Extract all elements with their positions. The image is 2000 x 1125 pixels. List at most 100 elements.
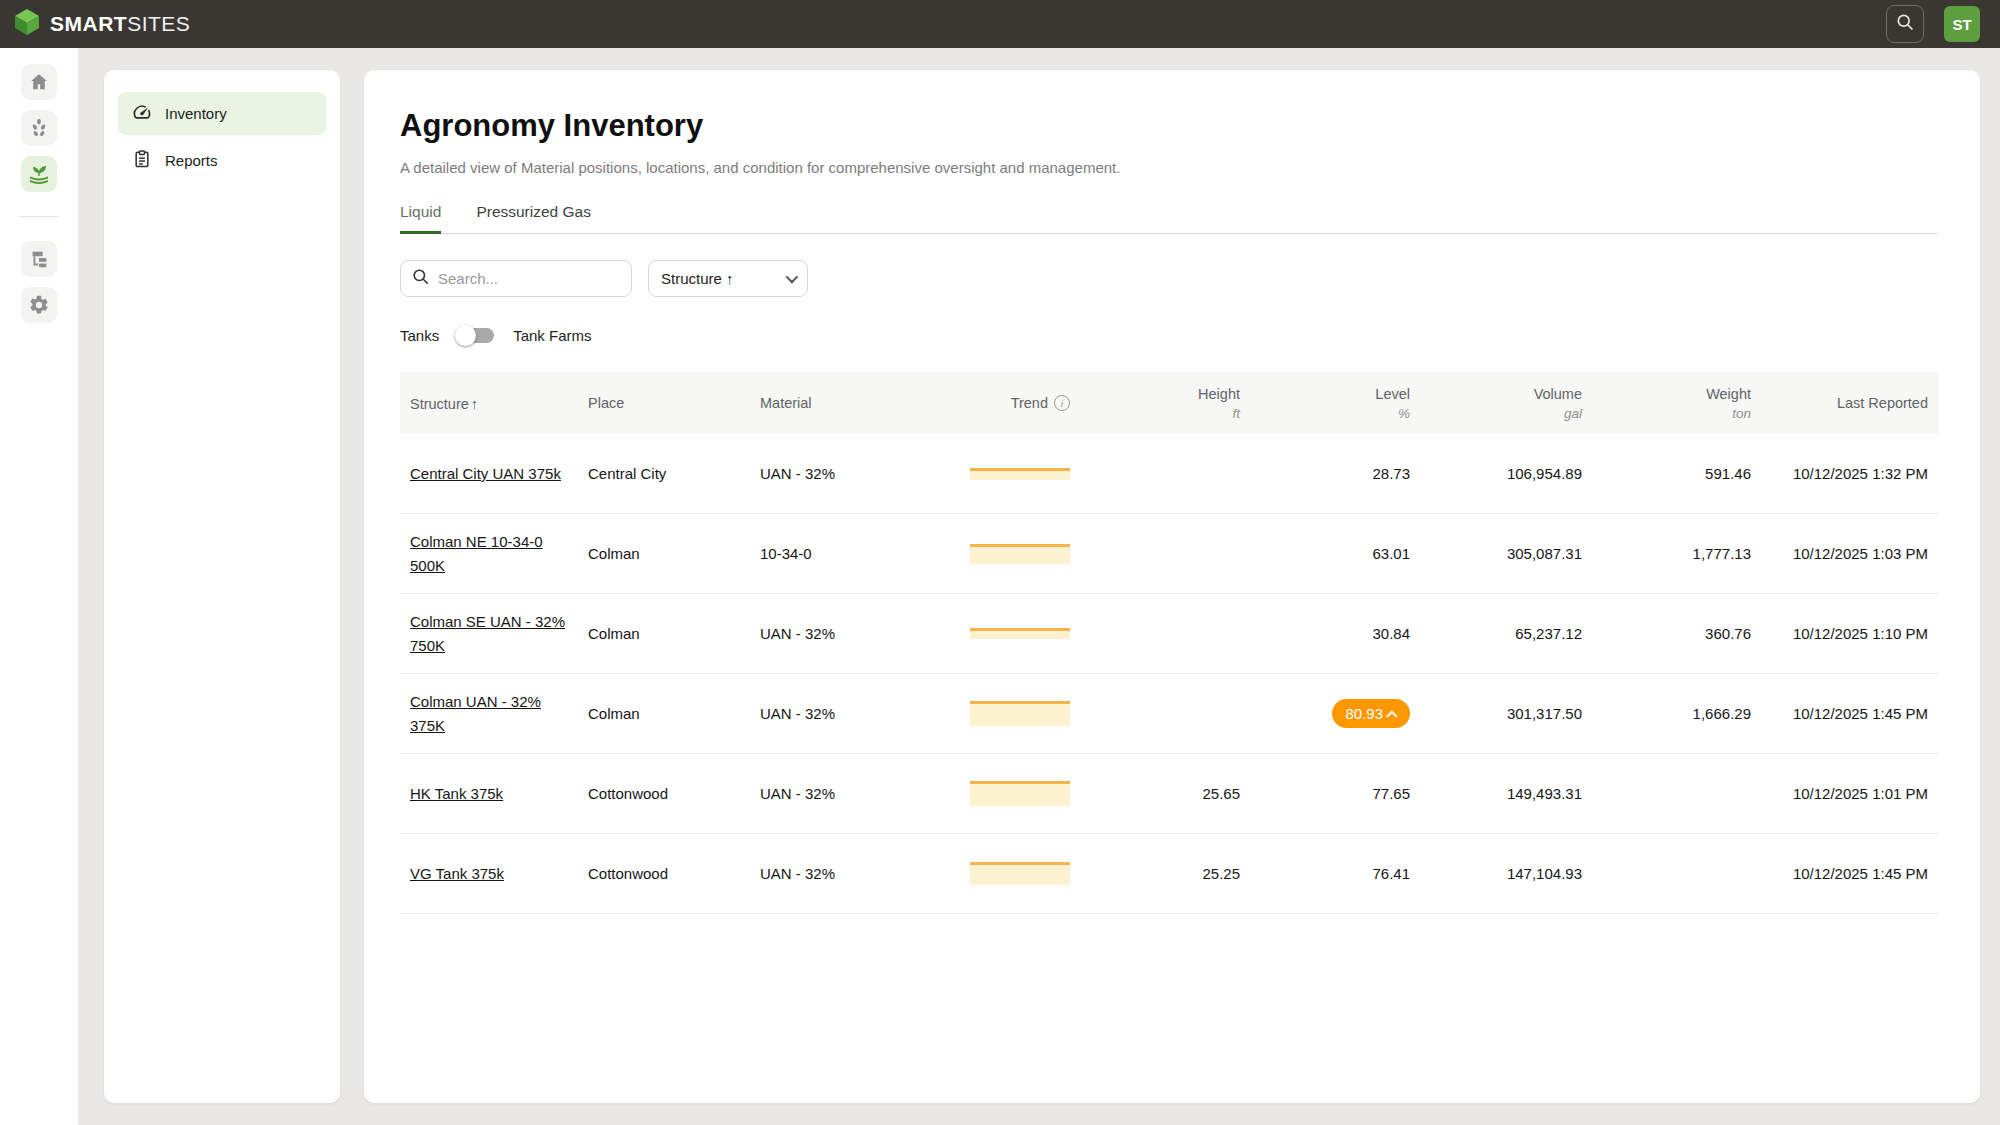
page-title: Agronomy Inventory xyxy=(400,108,1938,144)
volume-cell: 147,104.93 xyxy=(1420,865,1592,882)
search-input[interactable] xyxy=(438,270,621,287)
smartsites-logo-icon xyxy=(12,7,42,41)
col-header-last-reported[interactable]: Last Reported xyxy=(1761,395,1938,411)
col-header-level[interactable]: Level% xyxy=(1250,386,1420,421)
col-header-structure[interactable]: Structure↑ xyxy=(400,395,578,412)
structure-link[interactable]: Central City UAN 375k xyxy=(410,462,561,485)
main-content: Agronomy Inventory A detailed view of Ma… xyxy=(364,70,1980,1103)
toggle-left-label: Tanks xyxy=(400,327,439,344)
tanks-tankfarms-toggle[interactable] xyxy=(458,328,494,343)
search-icon xyxy=(411,267,430,290)
material-cell: 10-34-0 xyxy=(750,545,950,562)
trend-sparkline xyxy=(970,781,1070,806)
table-row: Colman SE UAN - 32% 750K Colman UAN - 32… xyxy=(400,594,1938,674)
hierarchy-icon xyxy=(28,248,50,270)
toggle-knob xyxy=(455,325,476,346)
rail-grain-button[interactable] xyxy=(21,110,57,146)
sort-select-value: Structure ↑ xyxy=(661,270,734,287)
trend-sparkline xyxy=(970,862,1070,885)
volume-cell: 301,317.50 xyxy=(1420,705,1592,722)
volume-cell: 65,237.12 xyxy=(1420,625,1592,642)
place-cell: Colman xyxy=(578,545,750,562)
last-reported-cell: 10/12/2025 1:45 PM xyxy=(1761,705,1938,722)
place-cell: Colman xyxy=(578,625,750,642)
col-header-material[interactable]: Material xyxy=(750,395,950,411)
agronomy-plant-icon xyxy=(27,162,51,186)
grain-icon xyxy=(28,117,50,139)
inventory-table: Structure↑ Place Material Trendi Heightf… xyxy=(400,372,1938,914)
structure-link[interactable]: Colman SE UAN - 32% 750K xyxy=(410,610,568,657)
level-cell: 77.65 xyxy=(1250,785,1420,802)
table-row: VG Tank 375k Cottonwood UAN - 32% 25.25 … xyxy=(400,834,1938,914)
col-header-place[interactable]: Place xyxy=(578,395,750,411)
height-cell: 25.25 xyxy=(1080,865,1250,882)
table-body: Central City UAN 375k Central City UAN -… xyxy=(400,434,1938,914)
sort-select[interactable]: Structure ↑ xyxy=(648,260,808,297)
section-sidebar: Inventory Reports xyxy=(104,70,340,1103)
tab-pressurized-gas[interactable]: Pressurized Gas xyxy=(476,203,591,233)
gear-icon xyxy=(28,294,50,316)
col-header-volume[interactable]: Volumegal xyxy=(1420,386,1592,421)
table-row: Colman UAN - 32% 375K Colman UAN - 32% 8… xyxy=(400,674,1938,754)
trend-sparkline xyxy=(970,628,1070,639)
table-search[interactable] xyxy=(400,260,632,297)
structure-link[interactable]: HK Tank 375k xyxy=(410,782,503,805)
sidebar-item-label: Inventory xyxy=(165,105,227,122)
structure-link[interactable]: Colman NE 10-34-0 500K xyxy=(410,530,568,577)
page-subtitle: A detailed view of Material positions, l… xyxy=(400,159,1938,176)
sidebar-item-inventory[interactable]: Inventory xyxy=(118,92,326,135)
place-cell: Cottonwood xyxy=(578,865,750,882)
material-cell: UAN - 32% xyxy=(750,785,950,802)
trend-sparkline xyxy=(970,468,1070,480)
structure-link[interactable]: VG Tank 375k xyxy=(410,862,504,885)
weight-cell: 591.46 xyxy=(1592,465,1761,482)
last-reported-cell: 10/12/2025 1:32 PM xyxy=(1761,465,1938,482)
sort-ascending-icon: ↑ xyxy=(471,395,479,412)
brand-logo[interactable]: SMARTSITES xyxy=(12,7,190,41)
info-icon[interactable]: i xyxy=(1054,395,1070,411)
col-header-trend[interactable]: Trendi xyxy=(950,395,1080,411)
level-cell: 30.84 xyxy=(1250,625,1420,642)
weight-cell: 360.76 xyxy=(1592,625,1761,642)
volume-cell: 106,954.89 xyxy=(1420,465,1592,482)
col-header-weight[interactable]: Weightton xyxy=(1592,386,1761,421)
weight-cell: 1,777.13 xyxy=(1592,545,1761,562)
level-cell: 28.73 xyxy=(1250,465,1420,482)
sidebar-item-reports[interactable]: Reports xyxy=(118,139,326,182)
last-reported-cell: 10/12/2025 1:03 PM xyxy=(1761,545,1938,562)
col-header-height[interactable]: Heightft xyxy=(1080,386,1250,421)
sidebar-item-label: Reports xyxy=(165,152,218,169)
search-icon xyxy=(1895,12,1915,36)
toggle-right-label: Tank Farms xyxy=(513,327,591,344)
icon-rail xyxy=(0,48,78,1125)
trend-sparkline xyxy=(970,544,1070,564)
level-cell: 80.93 xyxy=(1250,699,1420,728)
rail-settings-button[interactable] xyxy=(21,287,57,323)
user-avatar[interactable]: ST xyxy=(1944,6,1980,42)
material-cell: UAN - 32% xyxy=(750,625,950,642)
gauge-icon xyxy=(132,102,152,125)
rail-home-button[interactable] xyxy=(21,64,57,100)
level-cell: 63.01 xyxy=(1250,545,1420,562)
rail-agronomy-button[interactable] xyxy=(21,156,57,192)
place-cell: Cottonwood xyxy=(578,785,750,802)
place-cell: Central City xyxy=(578,465,750,482)
material-cell: UAN - 32% xyxy=(750,705,950,722)
tab-liquid[interactable]: Liquid xyxy=(400,203,441,233)
table-row: Central City UAN 375k Central City UAN -… xyxy=(400,434,1938,514)
rail-hierarchy-button[interactable] xyxy=(21,241,57,277)
level-alert-badge[interactable]: 80.93 xyxy=(1332,699,1410,728)
volume-cell: 305,087.31 xyxy=(1420,545,1592,562)
home-icon xyxy=(28,71,50,93)
last-reported-cell: 10/12/2025 1:45 PM xyxy=(1761,865,1938,882)
last-reported-cell: 10/12/2025 1:01 PM xyxy=(1761,785,1938,802)
volume-cell: 149,493.31 xyxy=(1420,785,1592,802)
clipboard-icon xyxy=(132,149,152,172)
last-reported-cell: 10/12/2025 1:10 PM xyxy=(1761,625,1938,642)
global-search-button[interactable] xyxy=(1886,5,1924,43)
brand-name: SMARTSITES xyxy=(50,12,190,36)
structure-link[interactable]: Colman UAN - 32% 375K xyxy=(410,690,568,737)
table-row: Colman NE 10-34-0 500K Colman 10-34-0 63… xyxy=(400,514,1938,594)
chevron-down-icon xyxy=(786,271,799,284)
height-cell: 25.65 xyxy=(1080,785,1250,802)
